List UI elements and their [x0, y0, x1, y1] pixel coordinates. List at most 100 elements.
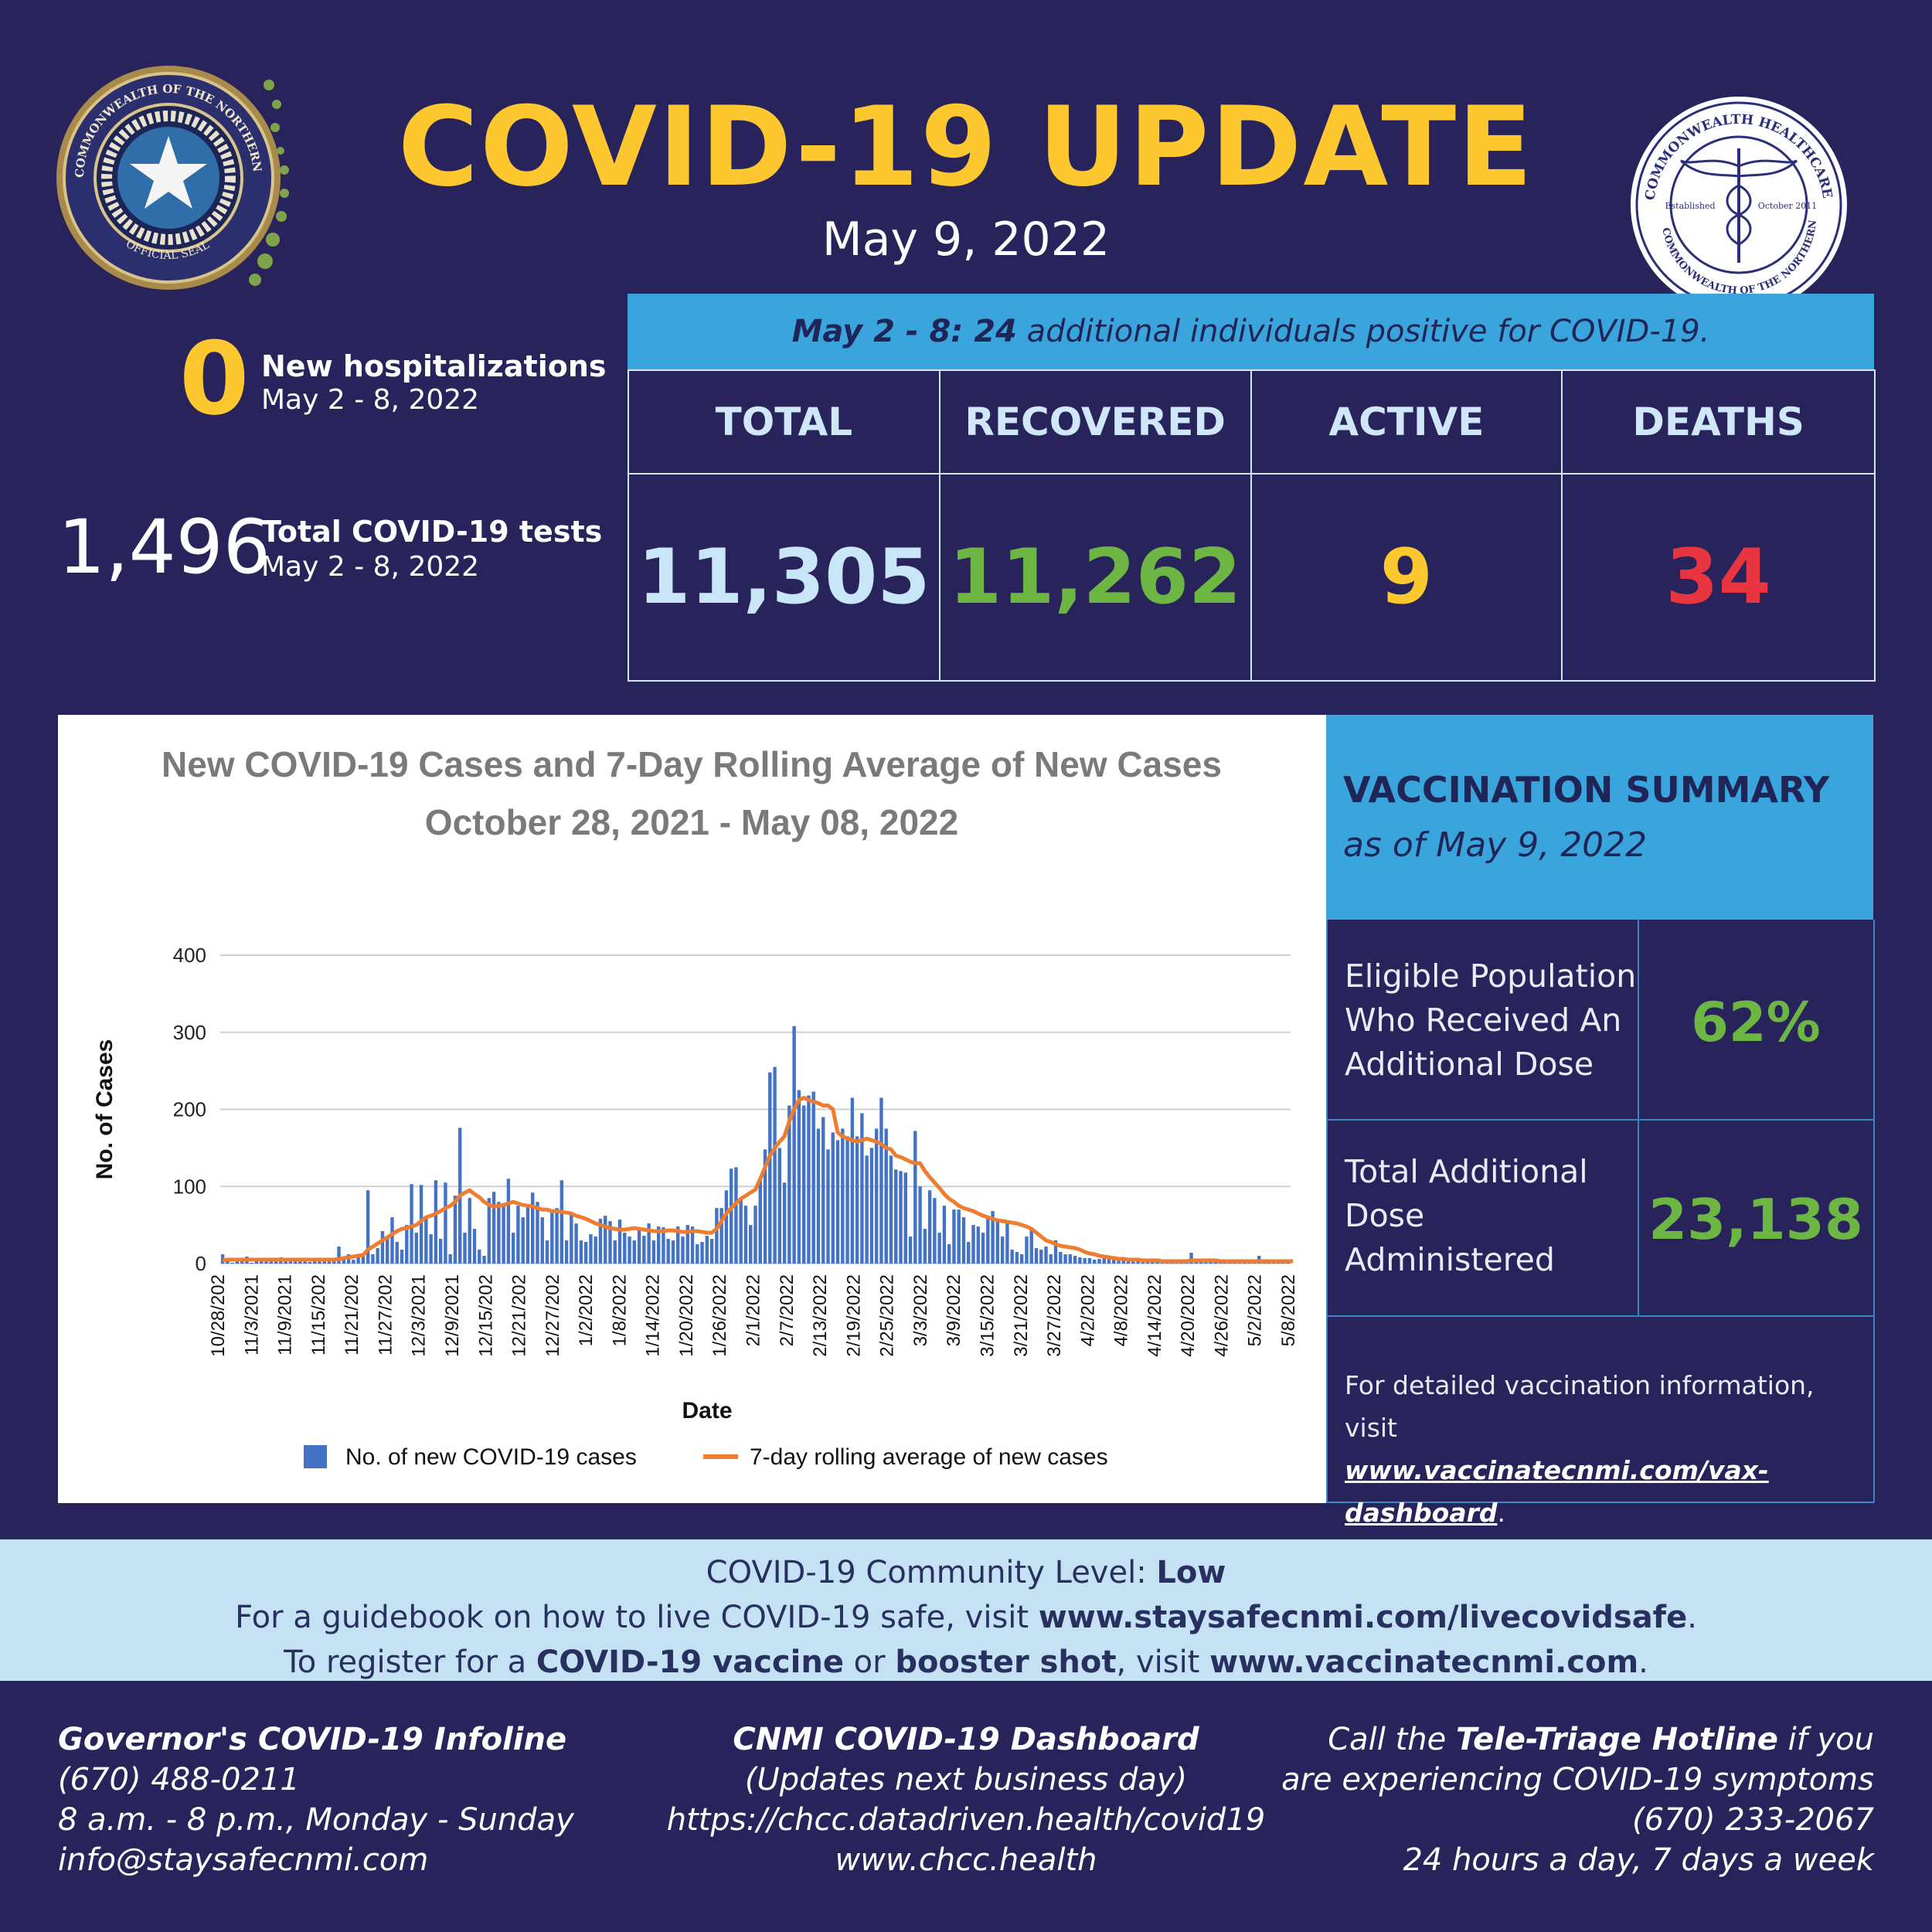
- case-bar: [429, 1234, 433, 1264]
- cases-headline-text: additional individuals positive for COVI…: [1016, 314, 1710, 349]
- dashboard-url[interactable]: https://chcc.datadriven.health/covid19: [666, 1802, 1266, 1838]
- legend-bar-swatch: [304, 1445, 327, 1468]
- value-active: 9: [1252, 474, 1563, 680]
- case-bar: [768, 1072, 772, 1264]
- hospitalizations-label: New hospitalizations: [261, 349, 607, 383]
- case-bar: [448, 1254, 452, 1264]
- dashboard-title: CNMI COVID-19 Dashboard: [733, 1722, 1199, 1757]
- case-bar: [739, 1198, 743, 1264]
- tele-text: are experiencing COVID-19 symptoms: [1281, 1762, 1874, 1798]
- cnmi-official-seal: COMMONWEALTH OF THE NORTHERN MARIANA ISL…: [46, 51, 300, 294]
- case-bar: [1131, 1260, 1135, 1264]
- case-bar: [623, 1233, 627, 1264]
- case-bar: [1136, 1260, 1140, 1264]
- case-bar: [617, 1219, 622, 1264]
- eligible-additional-dose-percent: 62%: [1691, 991, 1821, 1054]
- x-tick-label: 11/3/2021: [241, 1274, 262, 1355]
- band-text: For a guidebook on how to live COVID-19 …: [235, 1600, 1039, 1635]
- x-tick-label: 2/13/2022: [810, 1274, 831, 1357]
- y-tick-label: 300: [173, 1021, 206, 1044]
- x-tick-label: 3/3/2022: [910, 1274, 931, 1346]
- x-tick-label: 11/21/202: [342, 1274, 362, 1355]
- case-bar: [472, 1229, 477, 1264]
- case-bar: [1073, 1256, 1077, 1264]
- register-line: To register for a COVID-19 vaccine or bo…: [0, 1640, 1932, 1685]
- case-bar: [787, 1105, 791, 1264]
- infoline-email[interactable]: info@staysafecnmi.com: [58, 1842, 429, 1878]
- case-bar: [405, 1225, 409, 1264]
- x-tick-label: 11/15/202: [308, 1274, 329, 1355]
- update-date: May 9, 2022: [821, 213, 1111, 267]
- case-bar: [1034, 1248, 1039, 1264]
- case-bar: [1189, 1253, 1193, 1264]
- case-bar: [719, 1208, 723, 1264]
- case-bar: [700, 1242, 704, 1264]
- case-bar: [1204, 1261, 1208, 1264]
- case-bar: [604, 1216, 607, 1264]
- vaccinatecnmi-link[interactable]: www.vaccinatecnmi.com: [1209, 1645, 1639, 1680]
- x-tick-label: 5/2/2022: [1245, 1274, 1266, 1346]
- case-bar: [1068, 1254, 1073, 1264]
- case-bar: [991, 1211, 995, 1264]
- case-bar: [293, 1261, 298, 1264]
- y-tick-label: 0: [196, 1252, 206, 1275]
- case-bar: [376, 1248, 379, 1264]
- case-bar: [835, 1140, 840, 1264]
- case-bar: [1117, 1259, 1121, 1264]
- case-bar: [1039, 1250, 1043, 1264]
- x-tick-label: 1/2/2022: [576, 1274, 597, 1346]
- case-bar: [734, 1167, 738, 1264]
- vaccination-title: VACCINATION SUMMARY: [1343, 769, 1830, 811]
- infoline-phone[interactable]: (670) 488-0211: [58, 1762, 300, 1798]
- case-bar: [860, 1113, 864, 1264]
- seal-right-established: Established: [1665, 201, 1715, 211]
- x-tick-label: 3/21/2022: [1011, 1274, 1032, 1357]
- tele-triage-phone[interactable]: (670) 233-2067: [1632, 1802, 1874, 1838]
- chart-title: New COVID-19 Cases and 7-Day Rolling Ave…: [162, 744, 1222, 784]
- case-bar: [705, 1236, 709, 1264]
- case-bar: [478, 1250, 481, 1264]
- case-bar: [579, 1240, 583, 1264]
- case-bar: [773, 1066, 777, 1264]
- case-bar: [414, 1233, 419, 1264]
- livecovidsafe-link[interactable]: www.staysafecnmi.com/livecovidsafe: [1038, 1600, 1688, 1635]
- case-bar: [676, 1226, 680, 1264]
- chcc-seal: COMMONWEALTH HEALTHCARE CORP. COMMONWEAL…: [1621, 81, 1851, 317]
- case-bar: [327, 1261, 332, 1264]
- case-bar: [971, 1225, 975, 1264]
- band-text: .: [1638, 1645, 1648, 1680]
- vaccination-note: For detailed vaccination information, vi…: [1345, 1364, 1873, 1534]
- case-bar: [434, 1180, 438, 1264]
- case-bar: [869, 1148, 874, 1264]
- case-bar: [967, 1242, 971, 1264]
- chart-subtitle: October 28, 2021 - May 08, 2022: [425, 802, 958, 842]
- x-tick-label: 12/21/202: [509, 1274, 530, 1357]
- vax-dashboard-link[interactable]: www.vaccinatecnmi.com/vax-dashboard: [1345, 1455, 1769, 1528]
- vaccination-subtitle: as of May 9, 2022: [1343, 825, 1648, 865]
- case-bar: [380, 1231, 385, 1264]
- case-bar: [961, 1217, 966, 1264]
- case-bar: [685, 1225, 689, 1264]
- guidebook-line: For a guidebook on how to live COVID-19 …: [0, 1595, 1932, 1640]
- infoline-title: Governor's COVID-19 Infoline: [58, 1722, 567, 1757]
- label-line: Who Received An: [1345, 1002, 1622, 1039]
- case-bar: [318, 1260, 321, 1264]
- case-bar: [952, 1209, 956, 1264]
- infoline-hours: 8 a.m. - 8 p.m., Monday - Sunday: [58, 1802, 574, 1838]
- x-axis-label: Date: [682, 1398, 732, 1423]
- case-bar: [230, 1263, 234, 1264]
- vaccination-row-total-doses: Total Additional Dose Administered 23,13…: [1328, 1119, 1873, 1317]
- band-text: or: [843, 1645, 896, 1680]
- case-bar: [536, 1202, 539, 1264]
- chcc-url[interactable]: www.chcc.health: [835, 1842, 1097, 1878]
- case-bar: [260, 1260, 264, 1264]
- case-bar: [1209, 1262, 1213, 1264]
- case-bar: [715, 1208, 719, 1264]
- case-bar: [933, 1198, 937, 1264]
- case-bar: [395, 1242, 399, 1264]
- footer-dashboard: CNMI COVID-19 Dashboard (Updates next bu…: [0, 1719, 1932, 1880]
- x-tick-label: 4/20/2022: [1178, 1274, 1199, 1357]
- case-bar: [526, 1206, 530, 1264]
- community-level-value: Low: [1156, 1555, 1226, 1590]
- x-tick-label: 11/9/2021: [275, 1274, 296, 1355]
